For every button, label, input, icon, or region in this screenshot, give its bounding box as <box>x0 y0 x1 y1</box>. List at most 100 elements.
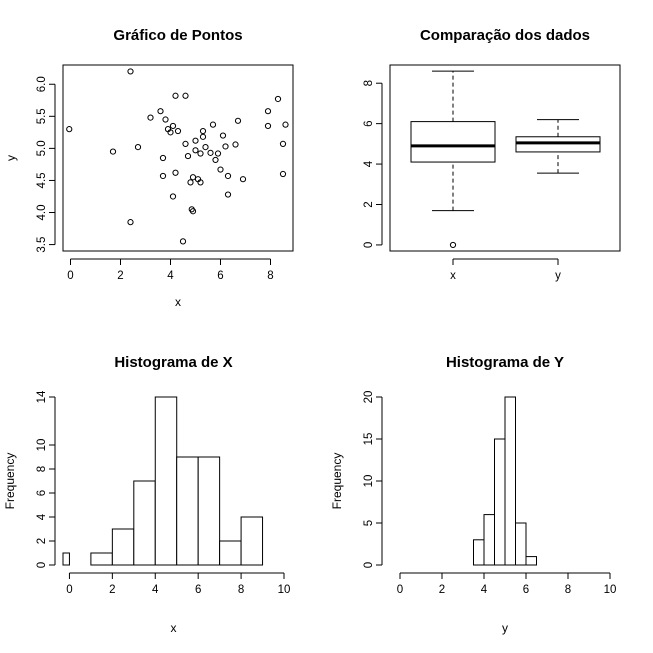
x-tick-label: 4 <box>152 584 159 596</box>
y-tick-label: 4 <box>36 513 48 520</box>
y-tick-label: 2 <box>36 538 48 544</box>
y-tick-label: 0 <box>363 242 375 248</box>
data-point <box>172 92 179 99</box>
y-axis-label: Frequency <box>3 453 17 510</box>
histogram-bar <box>62 552 70 566</box>
chart-title: Histograma de X <box>114 354 232 371</box>
data-point <box>182 140 189 147</box>
y-tick-label: 20 <box>363 391 375 404</box>
x-tick-label: 6 <box>217 270 223 282</box>
y-tick-label: 3.5 <box>36 237 48 253</box>
y-tick-label: 6 <box>36 490 48 496</box>
y-tick-label: 6 <box>363 120 375 126</box>
data-point <box>202 143 209 151</box>
data-point <box>109 148 117 155</box>
chart-title: Histograma de Y <box>446 354 564 371</box>
outlier-point <box>449 241 457 249</box>
histogram-bar <box>483 514 495 566</box>
data-point <box>224 172 232 180</box>
data-point <box>214 150 222 157</box>
data-point <box>279 170 287 178</box>
y-tick-label: 15 <box>363 433 375 446</box>
data-point <box>264 122 272 130</box>
y-tick-label: 14 <box>36 390 48 403</box>
chart-title: Comparação dos dados <box>420 27 590 44</box>
histogram-bar <box>240 516 264 566</box>
x-tick-label: 4 <box>481 584 488 596</box>
data-point <box>189 208 197 215</box>
data-point <box>279 140 287 147</box>
data-point <box>192 137 199 144</box>
x-tick-label: 2 <box>109 584 115 596</box>
data-point <box>224 191 232 198</box>
data-point <box>127 219 134 226</box>
data-point <box>232 141 239 148</box>
data-point <box>199 127 207 135</box>
y-tick-label: 5 <box>363 520 375 526</box>
data-point <box>147 114 154 121</box>
x-tick-label: 6 <box>195 584 201 596</box>
x-tick-label: 10 <box>278 584 291 596</box>
plot-frame <box>62 64 294 252</box>
data-point <box>189 174 197 181</box>
x-tick-label: y <box>555 270 561 282</box>
x-tick-label: 2 <box>117 270 123 282</box>
panels: Gráfico de Pontos 0 2 4 6 8 x 3.5 4.0 4.5 5.0 5.5 6.… <box>3 27 621 635</box>
data-point <box>169 122 177 130</box>
x-tick-label: 0 <box>67 270 73 282</box>
x-axis-label: x <box>175 295 181 309</box>
y-tick-label: 6.0 <box>36 76 48 92</box>
histogram-bar <box>154 396 178 566</box>
y-tick-label: 8 <box>363 80 375 86</box>
y-tick-label: 5.5 <box>36 108 48 124</box>
data-point <box>159 172 167 180</box>
y-axis-label: y <box>4 155 18 161</box>
y-tick-label: 4 <box>363 160 375 167</box>
data-point <box>197 179 204 186</box>
y-tick-label: 5.0 <box>36 140 48 156</box>
y-tick-label: 10 <box>36 439 48 452</box>
data-point <box>274 95 282 103</box>
y-axis-label: Frequency <box>330 453 344 510</box>
data-point <box>157 108 164 115</box>
histogram-bar <box>515 522 527 566</box>
data-point <box>192 147 199 154</box>
y-tick-label: 0 <box>363 562 375 568</box>
data-point <box>222 143 229 150</box>
data-point <box>187 179 194 186</box>
x-tick-label: 0 <box>66 584 72 596</box>
y-tick-label: 4.5 <box>36 172 48 188</box>
x-tick-label: 2 <box>439 584 445 596</box>
y-tick-label: 10 <box>363 475 375 488</box>
data-point <box>199 133 207 140</box>
histogram-y-panel: Histograma de Y 0 2 4 6 8 10 y 0 5 10 15 20 Frequency <box>330 354 616 635</box>
histogram-bar <box>504 396 516 566</box>
x-tick-label: 10 <box>604 584 617 596</box>
x-axis-label: y <box>502 621 508 635</box>
histogram-bar <box>219 540 242 566</box>
x-tick-label: 8 <box>267 270 273 282</box>
histogram-bar <box>133 480 156 566</box>
chart-title: Gráfico de Pontos <box>113 27 242 44</box>
data-point <box>219 132 227 139</box>
data-point <box>234 117 242 124</box>
data-point <box>134 143 142 151</box>
data-point <box>66 126 73 133</box>
y-tick-label: 2 <box>363 201 375 207</box>
data-point <box>179 238 187 245</box>
x-tick-label: 8 <box>238 584 244 596</box>
data-point <box>264 108 272 115</box>
x-tick-label: x <box>450 270 456 282</box>
histogram-bar <box>197 456 221 566</box>
data-point <box>182 92 189 99</box>
data-point <box>212 156 219 164</box>
x-axis-label: x <box>171 621 177 635</box>
x-tick-label: 4 <box>167 270 174 282</box>
scatter-panel: Gráfico de Pontos 0 2 4 6 8 x 3.5 4.0 4.5 5.0 5.5 6.… <box>4 27 294 309</box>
x-tick-label: 0 <box>397 584 403 596</box>
box <box>410 121 496 163</box>
histogram-bar <box>473 539 485 566</box>
histogram-bar <box>111 528 135 566</box>
data-point <box>217 166 224 173</box>
data-point <box>167 129 174 136</box>
